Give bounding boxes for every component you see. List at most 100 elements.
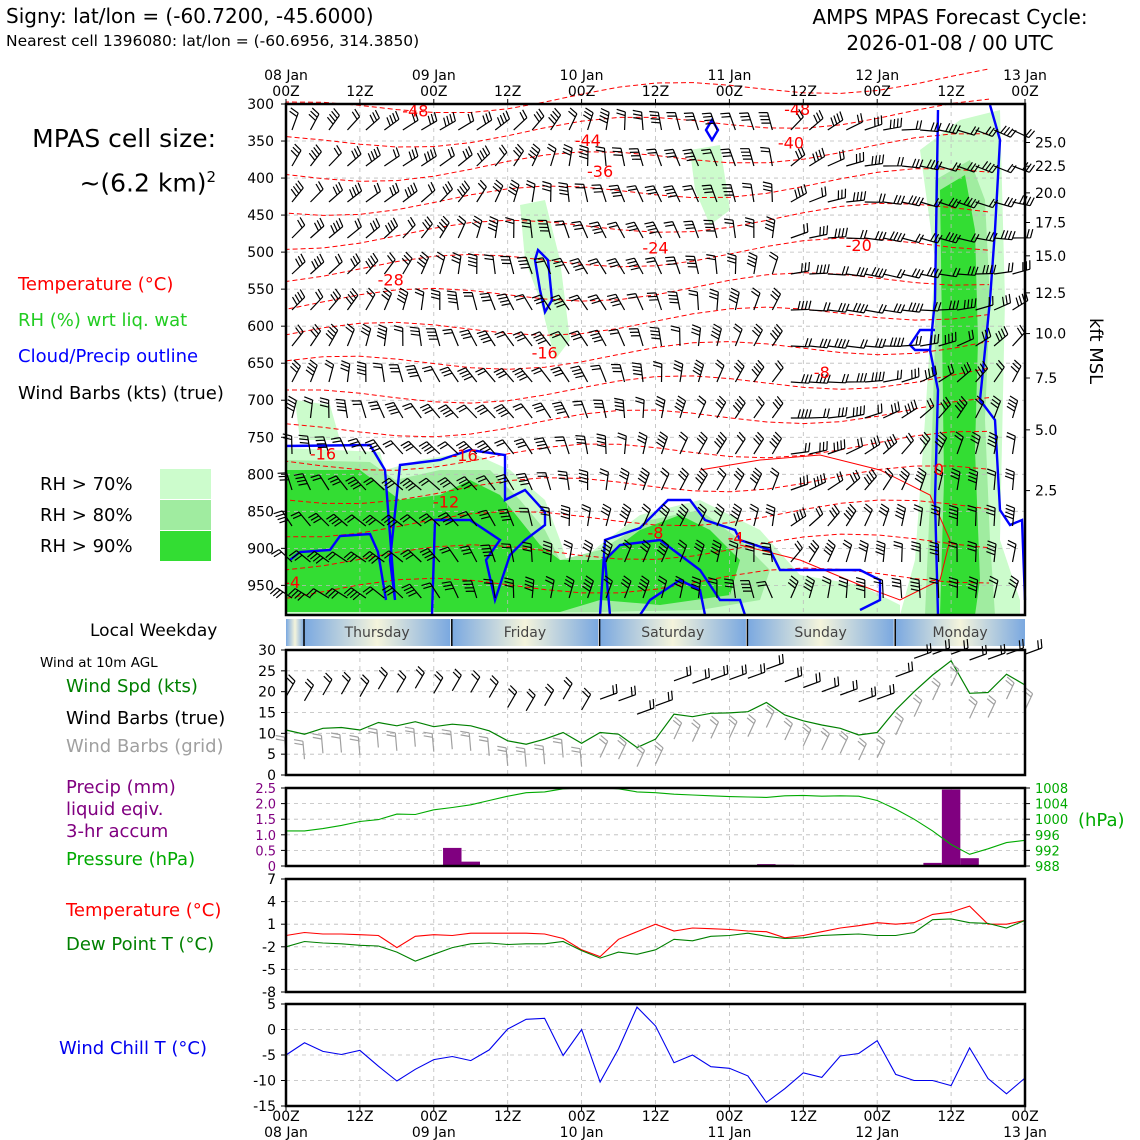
- wind-barb: [656, 539, 670, 563]
- kft-tick-label: 7.5: [1035, 371, 1057, 387]
- wind-barb: [345, 476, 367, 491]
- wind-barb: [418, 477, 441, 491]
- wind-barb: [956, 196, 980, 209]
- wind-barb: [683, 220, 700, 239]
- wind-barb: [581, 504, 591, 527]
- precip-tick-label: 1.0: [255, 829, 276, 844]
- wind-barb: [659, 503, 671, 527]
- wind-barb: [710, 539, 722, 563]
- wind-barb: [975, 198, 999, 209]
- forecast-cycle-title: AMPS MPAS Forecast Cycle: 2026-01-08 / 0…: [760, 4, 1140, 56]
- wind-barb: [479, 292, 496, 311]
- wind-barb: [864, 267, 887, 278]
- rh90-label: RH > 90%: [40, 536, 133, 557]
- wind-barb: [600, 539, 613, 563]
- cloud-outline: [289, 532, 388, 601]
- surface-wind-barb: [710, 664, 729, 681]
- wind-barb: [405, 364, 422, 383]
- wind-barb: [532, 402, 552, 419]
- bottom-hour-label: 00Z: [1011, 1109, 1038, 1125]
- wind-barb: [948, 576, 959, 599]
- grid-wind-barb: [894, 712, 904, 736]
- wind-barb: [692, 359, 705, 383]
- wind-barb: [554, 436, 570, 455]
- grid-wind-barb: [931, 677, 941, 701]
- wind-barb: [291, 217, 306, 239]
- wind-barb: [476, 111, 493, 131]
- wind-barb: [864, 115, 883, 131]
- grid-wind-barb: [654, 741, 664, 765]
- wind-barb: [588, 329, 607, 347]
- pressure-tick-label: 700: [247, 393, 274, 409]
- wind-barb: [838, 576, 849, 599]
- wind-barb: [402, 402, 422, 419]
- wind-barb: [858, 539, 869, 563]
- wind-barb: [894, 503, 907, 527]
- wind-barb: [439, 366, 459, 383]
- wind-barb: [548, 107, 562, 131]
- wind-barb: [808, 539, 820, 563]
- isotherm-label: -24: [642, 238, 668, 257]
- bottom-hour-label: 00Z: [272, 1109, 299, 1125]
- top-hour-label: 00Z: [568, 84, 595, 100]
- bottom-date-label: 12 Jan: [855, 1125, 899, 1140]
- wind-barb: [382, 440, 404, 455]
- wind-barb: [691, 324, 702, 347]
- isotherm-line: [285, 68, 990, 113]
- bottom-hour-label: 12Z: [937, 1109, 964, 1125]
- wind-barb: [790, 442, 811, 455]
- wind-barb: [657, 575, 668, 599]
- wind-barb: [827, 302, 850, 313]
- wind-barb: [901, 120, 923, 131]
- wind-barb: [733, 323, 743, 347]
- surface-wind-barb: [729, 664, 747, 681]
- top-hour-label: 00Z: [420, 84, 447, 100]
- dewpoint-line: [285, 918, 1026, 962]
- weekday-strip: Thursday Friday Saturday Sunday Monday: [286, 619, 1025, 646]
- wind-barb: [790, 108, 804, 131]
- grid-wind-barb: [1005, 676, 1015, 700]
- windchill-tick-label: 0: [267, 1023, 276, 1039]
- kft-tick-label: 10.0: [1035, 327, 1066, 343]
- wind-barb: [644, 221, 663, 239]
- wind-barb: [930, 504, 941, 527]
- wind-barb: [751, 287, 761, 311]
- wind-barb: [929, 541, 940, 563]
- wind-barb: [457, 180, 471, 203]
- wind-barb: [290, 359, 301, 383]
- surface-wind-barb: [987, 643, 1006, 660]
- wind-barb: [572, 400, 589, 419]
- wind-barb: [550, 294, 570, 311]
- wind-barb: [790, 474, 809, 491]
- precip-bar: [461, 861, 480, 866]
- isotherm-label: -16: [452, 446, 478, 465]
- wind-barb: [883, 303, 906, 314]
- temp-tick-label: -5: [262, 962, 276, 978]
- grid-wind-barb: [275, 734, 287, 756]
- wind-barb: [384, 147, 400, 167]
- wind-barb: [846, 191, 867, 203]
- grid-wind-barb: [820, 727, 830, 751]
- wind-barb: [435, 251, 446, 275]
- wind-barb: [954, 431, 964, 455]
- wind-barb: [957, 266, 979, 276]
- wind-barb: [494, 439, 515, 455]
- wind-barb: [768, 251, 779, 275]
- wind-barb: [645, 257, 663, 275]
- wind-barb: [418, 513, 441, 527]
- wind-barb: [439, 181, 454, 203]
- wind-barb: [690, 576, 702, 599]
- hpa-axis-label: (hPa): [1078, 810, 1125, 831]
- wind-barb: [883, 194, 906, 205]
- wind-barb: [769, 431, 783, 455]
- isotherm-line: [285, 430, 990, 471]
- pressure-tick-label: 950: [247, 578, 274, 594]
- wind-barb: [328, 218, 344, 239]
- top-hour-label: 12Z: [937, 84, 964, 100]
- wind-barb: [626, 185, 644, 203]
- wind-barb: [622, 539, 633, 563]
- cloud-outline: [639, 578, 707, 616]
- wind-barb: [758, 112, 773, 131]
- pressure-tick-label: 850: [247, 504, 274, 520]
